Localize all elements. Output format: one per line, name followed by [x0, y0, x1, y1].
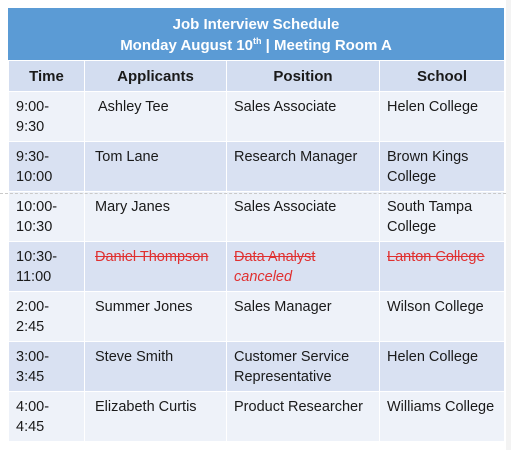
school-cell: Helen College: [379, 91, 505, 142]
canceled-note: canceled: [234, 269, 293, 285]
subtitle-date-suffix: th: [252, 36, 262, 46]
applicant-cell: Mary Janes: [84, 191, 227, 242]
position-cell: Product Researcher: [226, 391, 380, 442]
school-name: Helen College: [387, 99, 479, 115]
school-cell: Brown Kings College: [379, 141, 505, 192]
position-cell: Data Analyst canceled: [226, 241, 380, 292]
time-cell: 10:30- 11:00: [8, 241, 85, 292]
position-cell: Customer Service Representative: [226, 341, 380, 392]
title-band: Job Interview Schedule Monday August 10t…: [8, 8, 504, 60]
applicant-name: Tom Lane: [95, 149, 159, 165]
position-name: Product Researcher: [234, 399, 363, 415]
applicant-name: Mary Janes: [95, 199, 170, 215]
school-name: South Tampa College: [387, 199, 473, 235]
schedule-table-frame: Job Interview Schedule Monday August 10t…: [8, 8, 505, 442]
position-name: Research Manager: [234, 149, 358, 165]
header-time: Time: [8, 60, 85, 92]
applicant-name: Summer Jones: [95, 299, 193, 315]
school-name: Lanton College: [387, 249, 485, 265]
time-cell: 10:00- 10:30: [8, 191, 85, 242]
school-name: Williams College: [387, 399, 495, 415]
applicant-cell: Steve Smith: [84, 341, 227, 392]
position-cell: Sales Associate: [226, 191, 380, 242]
subtitle-date: Monday August 10: [120, 37, 253, 54]
applicant-cell: Daniel Thompson: [84, 241, 227, 292]
position-name: Customer Service Representative: [234, 349, 350, 385]
table-subtitle: Monday August 10th | Meeting Room A: [8, 36, 504, 56]
header-applicants: Applicants: [84, 60, 227, 92]
applicant-name: Daniel Thompson: [95, 249, 209, 265]
table-row: 10:30- 11:00 Daniel Thompson Data Analyst ca…: [8, 241, 505, 292]
time-cell: 9:30- 10:00: [8, 141, 85, 192]
school-cell: Williams College: [379, 391, 505, 442]
school-cell: South Tampa College: [379, 191, 505, 242]
applicant-name: Ashley Tee: [98, 99, 169, 115]
header-position: Position: [226, 60, 380, 92]
time-cell: 4:00- 4:45: [8, 391, 85, 442]
schedule-table: Time Applicants Position School 9:00- 9:3…: [8, 60, 505, 442]
header-row: Time Applicants Position School: [8, 60, 505, 92]
applicant-cell: Summer Jones: [84, 291, 227, 342]
applicant-name: Steve Smith: [95, 349, 174, 365]
school-cell: Helen College: [379, 341, 505, 392]
time-cell: 9:00- 9:30: [8, 91, 85, 142]
table-row: 3:00- 3:45 Steve Smith Customer Service Rep…: [8, 341, 505, 392]
time-cell: 2:00- 2:45: [8, 291, 85, 342]
position-cell: Sales Associate: [226, 91, 380, 142]
window-edge: [506, 0, 511, 450]
school-name: Wilson College: [387, 299, 484, 315]
divider-line: [0, 193, 511, 194]
time-cell: 3:00- 3:45: [8, 341, 85, 392]
position-name: Data Analyst: [234, 249, 316, 265]
subtitle-room: | Meeting Room A: [261, 37, 392, 54]
table-row: 2:00- 2:45 Summer Jones Sales Manager Wilson…: [8, 291, 505, 342]
table-row: 4:00- 4:45 Elizabeth Curtis Product Researc…: [8, 391, 505, 442]
applicant-cell: Ashley Tee: [84, 91, 227, 142]
position-name: Sales Manager: [234, 299, 332, 315]
table-row: 9:00- 9:30 Ashley Tee Sales Associate Helen …: [8, 91, 505, 142]
applicant-name: Elizabeth Curtis: [95, 399, 197, 415]
school-cell: Lanton College: [379, 241, 505, 292]
school-name: Helen College: [387, 349, 479, 365]
schedule-rows: 9:00- 9:30 Ashley Tee Sales Associate Helen …: [8, 91, 505, 442]
position-name: Sales Associate: [234, 99, 337, 115]
table-row: 9:30- 10:00 Tom Lane Research Manager Brown …: [8, 141, 505, 192]
school-name: Brown Kings College: [387, 149, 469, 185]
table-row: 10:00- 10:30 Mary Janes Sales Associate Sout…: [8, 191, 505, 242]
header-school: School: [379, 60, 505, 92]
position-cell: Research Manager: [226, 141, 380, 192]
applicant-cell: Tom Lane: [84, 141, 227, 192]
school-cell: Wilson College: [379, 291, 505, 342]
position-cell: Sales Manager: [226, 291, 380, 342]
applicant-cell: Elizabeth Curtis: [84, 391, 227, 442]
table-title: Job Interview Schedule: [172, 16, 340, 33]
position-name: Sales Associate: [234, 199, 337, 215]
